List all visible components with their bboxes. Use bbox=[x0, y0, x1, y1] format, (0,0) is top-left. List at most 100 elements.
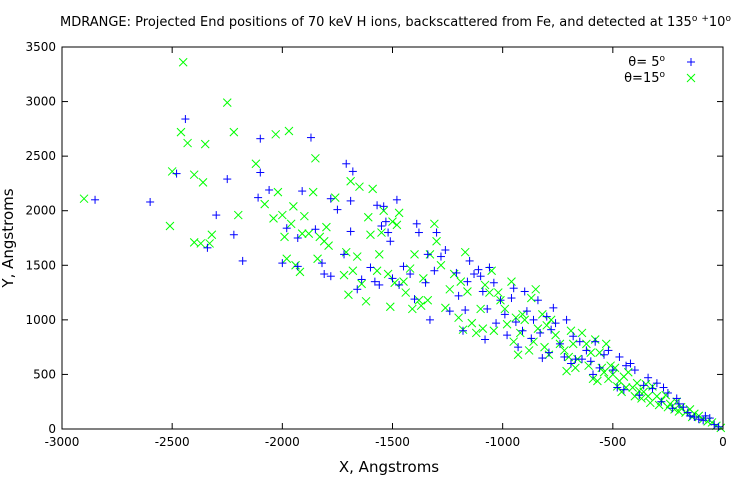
data-point bbox=[555, 339, 564, 348]
data-point bbox=[626, 359, 635, 368]
data-point bbox=[277, 210, 287, 220]
data-point bbox=[256, 168, 265, 177]
data-point bbox=[513, 350, 523, 360]
scatter-points bbox=[79, 57, 726, 433]
data-point bbox=[467, 318, 477, 328]
data-point bbox=[165, 221, 175, 231]
data-point bbox=[595, 363, 604, 372]
chart-title: MDRANGE: Projected End positions of 70 k… bbox=[60, 14, 731, 30]
data-point bbox=[176, 127, 186, 137]
data-point bbox=[238, 256, 247, 265]
data-point bbox=[465, 256, 474, 265]
data-point bbox=[621, 383, 631, 392]
data-point bbox=[459, 326, 468, 335]
data-point bbox=[630, 391, 640, 401]
data-point bbox=[509, 284, 518, 293]
data-point bbox=[372, 266, 382, 276]
data-point bbox=[577, 328, 587, 338]
x-tick-label: -1000 bbox=[485, 435, 520, 449]
data-point bbox=[320, 270, 329, 279]
data-point bbox=[348, 167, 357, 176]
data-point bbox=[474, 265, 483, 274]
data-point bbox=[674, 399, 683, 408]
data-point bbox=[547, 325, 556, 334]
data-point bbox=[584, 361, 593, 371]
data-point bbox=[566, 359, 575, 368]
data-point bbox=[340, 250, 349, 259]
data-point bbox=[668, 404, 677, 413]
data-point bbox=[181, 115, 190, 124]
data-point bbox=[520, 287, 529, 296]
data-point bbox=[441, 303, 450, 313]
data-point bbox=[280, 232, 289, 242]
data-point bbox=[586, 348, 596, 357]
data-point bbox=[496, 296, 505, 305]
data-point bbox=[355, 182, 364, 192]
data-point bbox=[500, 310, 509, 319]
data-point bbox=[657, 397, 666, 406]
data-point bbox=[542, 320, 552, 330]
data-point bbox=[311, 225, 320, 234]
x-tick-label: -1500 bbox=[375, 435, 410, 449]
data-point bbox=[401, 288, 411, 297]
data-point bbox=[357, 275, 366, 284]
data-point bbox=[478, 324, 488, 333]
data-point bbox=[546, 315, 556, 325]
data-point bbox=[542, 312, 551, 321]
data-point bbox=[412, 219, 421, 228]
data-point bbox=[273, 187, 283, 197]
data-point bbox=[672, 394, 681, 403]
data-point bbox=[533, 324, 543, 333]
data-point bbox=[661, 390, 671, 400]
data-point bbox=[699, 416, 708, 425]
data-point bbox=[379, 206, 389, 216]
data-point bbox=[370, 277, 379, 286]
data-point bbox=[418, 274, 428, 283]
legend-label: θ= 5o bbox=[628, 54, 665, 70]
data-point bbox=[463, 277, 472, 286]
data-point bbox=[282, 254, 292, 264]
data-point bbox=[383, 269, 393, 279]
data-point bbox=[284, 126, 294, 136]
axis-ticks bbox=[61, 46, 724, 430]
data-point bbox=[533, 296, 542, 305]
data-point bbox=[269, 214, 278, 223]
data-point bbox=[568, 339, 578, 349]
data-point bbox=[333, 205, 342, 214]
legend: θ= 5o θ=15o bbox=[624, 54, 696, 86]
data-point bbox=[445, 307, 454, 316]
x-tick-label: -3000 bbox=[45, 435, 80, 449]
data-point bbox=[423, 295, 433, 305]
data-point bbox=[644, 373, 653, 382]
data-point bbox=[379, 202, 388, 211]
data-point bbox=[483, 304, 492, 313]
data-point bbox=[577, 355, 586, 364]
data-point bbox=[300, 211, 309, 221]
data-point bbox=[425, 315, 434, 324]
data-point bbox=[251, 159, 261, 169]
data-point bbox=[416, 301, 426, 311]
data-point bbox=[297, 229, 307, 238]
data-point bbox=[515, 328, 525, 338]
legend-marker-plus bbox=[687, 58, 695, 66]
y-tick-label: 3000 bbox=[25, 95, 56, 109]
data-point bbox=[348, 266, 358, 276]
data-point bbox=[311, 153, 320, 163]
data-point bbox=[346, 196, 355, 205]
data-point bbox=[537, 310, 547, 319]
y-tick-label: 0 bbox=[48, 422, 56, 436]
data-point bbox=[701, 411, 710, 420]
data-point bbox=[460, 247, 470, 257]
data-point bbox=[454, 291, 463, 300]
data-point bbox=[449, 269, 459, 279]
data-point bbox=[538, 354, 547, 363]
y-tick-label: 1000 bbox=[25, 313, 56, 327]
data-point bbox=[518, 310, 527, 319]
legend-marker bbox=[687, 58, 695, 66]
data-point bbox=[536, 328, 545, 337]
data-point bbox=[551, 319, 560, 328]
data-point bbox=[373, 201, 382, 210]
data-point bbox=[229, 230, 238, 239]
data-point bbox=[198, 177, 208, 187]
